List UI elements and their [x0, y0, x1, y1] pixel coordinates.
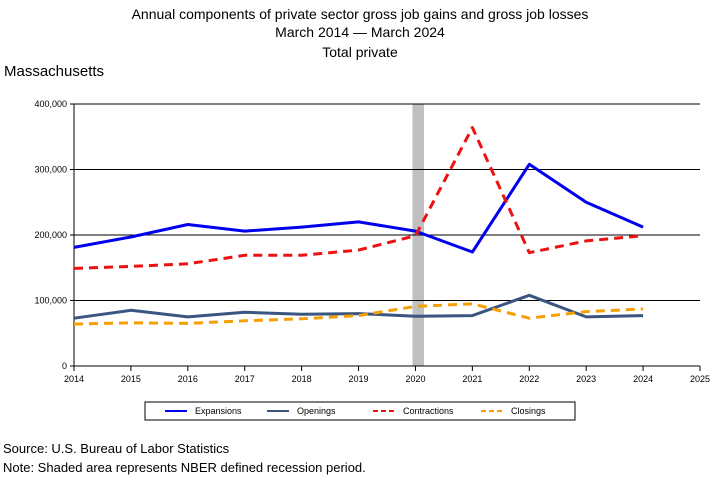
chart-subtitle: Total private: [322, 44, 398, 60]
x-tick-label: 2014: [64, 374, 84, 384]
chart-title: Annual components of private sector gros…: [131, 6, 589, 22]
x-tick-label: 2017: [235, 374, 255, 384]
y-tick-label: 0: [62, 361, 67, 371]
y-tick-label: 400,000: [34, 99, 67, 109]
series-line-contractions: [73, 126, 644, 270]
series-line-expansions: [73, 162, 644, 254]
legend-label-contractions: Contractions: [403, 406, 454, 416]
legend-label-openings: Openings: [297, 406, 336, 416]
x-tick-label: 2018: [292, 374, 312, 384]
legend: [144, 401, 576, 421]
series-line-closings: [73, 302, 644, 326]
x-tick-label: 2024: [633, 374, 653, 384]
state-label: Massachusetts: [4, 63, 105, 80]
x-tick-label: 2019: [349, 374, 369, 384]
x-tick-label: 2022: [519, 374, 539, 384]
series-line-openings: [73, 293, 644, 320]
chart-date-range: March 2014 — March 2024: [275, 24, 445, 40]
source-note: Source: U.S. Bureau of Labor Statistics: [3, 441, 230, 456]
x-tick-label: 2023: [576, 374, 596, 384]
y-tick-label: 200,000: [34, 230, 67, 240]
y-tick-label: 300,000: [34, 165, 67, 175]
x-tick-label: 2020: [405, 374, 425, 384]
x-tick-label: 2025: [690, 374, 710, 384]
legend-label-expansions: Expansions: [195, 406, 242, 416]
x-tick-label: 2021: [462, 374, 482, 384]
recession-note: Note: Shaded area represents NBER define…: [3, 460, 366, 475]
x-tick-label: 2016: [178, 374, 198, 384]
x-tick-label: 2015: [121, 374, 141, 384]
y-tick-label: 100,000: [34, 296, 67, 306]
legend-label-closings: Closings: [511, 406, 546, 416]
